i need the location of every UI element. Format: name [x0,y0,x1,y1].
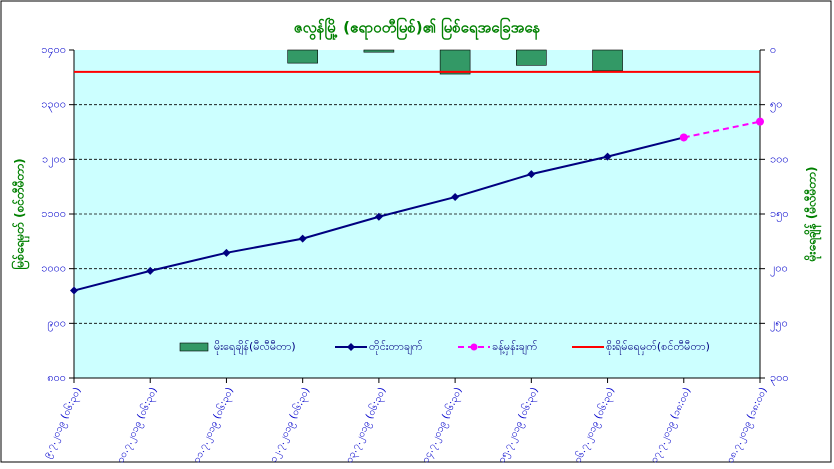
legend-swatch [179,342,209,352]
y-tick-label: ၁၀၀၀ [41,262,66,275]
y2-tick-label: ၁၀၀ [770,152,789,165]
y2-tick-label: ၀ [770,43,776,56]
y2-tick-label: ၁၅၀ [770,207,789,222]
point [679,133,688,142]
y-tick-label: ၁၄၀၀ [41,43,66,58]
bar [287,49,318,64]
bar [592,49,623,72]
legend-marker [470,343,478,351]
point [298,234,307,243]
bar [516,49,547,66]
bar [363,49,395,53]
point [603,152,612,161]
y2-tick-label: ၂၅၀ [770,316,788,331]
y2-tick-label: ၂၀၀ [770,262,788,277]
line [683,120,761,139]
y2-tick-label: ၃၀၀ [770,371,789,386]
point [70,286,78,295]
y-tick-label: ၁၃၀၀ [41,98,66,113]
legend-label: မိုးရေချိန်(မီလီမီတာ) [214,340,296,355]
point [527,170,536,179]
y-tick-label: ၁၂၀၀ [42,152,66,167]
point [146,266,155,275]
legend-label: ခန့်မှန်းချက် [492,340,538,355]
point [451,193,460,202]
legend-label: စိုးရိမ်ရေမှတ်(စင်တီမီတာ) [606,340,710,355]
point [374,212,383,221]
y-tick-label: ၁၁၀၀ [41,207,66,220]
y2-axis-label: မိုးရေချိန် (မီလီမီတာ) [803,167,823,263]
y-tick-label: ၈၀၀ [47,371,66,384]
legend-label: တိုင်းတာချက် [369,340,423,355]
y-axis-label: မြစ်ရေမှတ် (စင်တီမီတာ) [10,158,31,269]
point [756,117,764,126]
y2-tick-label: ၅၀ [770,98,782,113]
point [222,248,231,257]
bar [439,49,471,75]
y-tick-label: ၉၀၀ [47,316,66,331]
legend-marker [347,343,355,351]
